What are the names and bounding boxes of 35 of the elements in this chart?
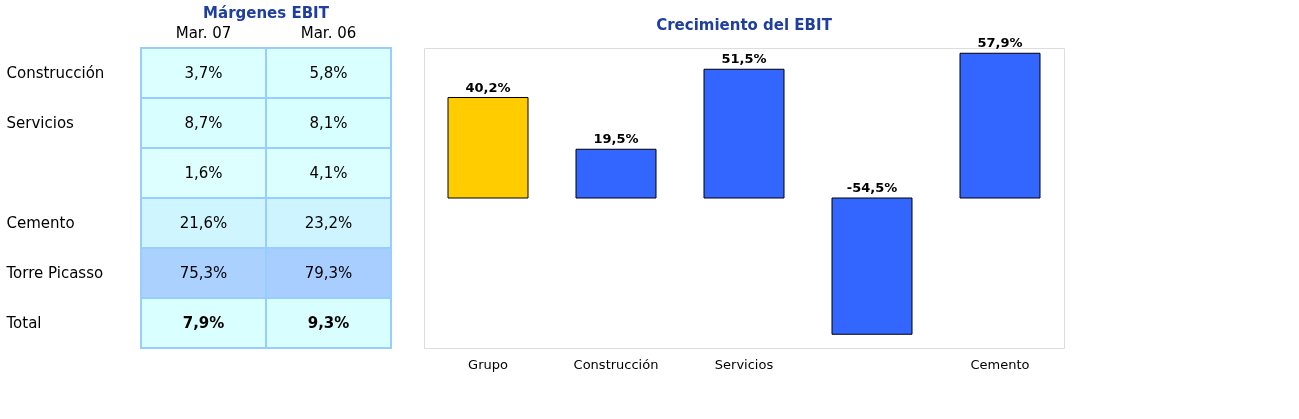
- data-label: 5,8%: [309, 64, 348, 82]
- data-label: 19,5%: [593, 131, 639, 147]
- data-label: 57,9%: [977, 35, 1023, 51]
- data-label: -54,5%: [846, 180, 898, 195]
- x-tick-label: Mar. 06: [300, 23, 357, 42]
- y-tick-label: Cemento: [6, 214, 75, 232]
- bar: [447, 97, 529, 199]
- data-label: 21,6%: [179, 214, 228, 232]
- y-tick-label: Torre Picasso: [5, 264, 104, 282]
- x-tick-label: Servicios: [714, 356, 774, 372]
- y-tick-label: Total: [5, 314, 42, 332]
- x-tick-label: Cemento: [970, 356, 1030, 372]
- bar: [575, 148, 657, 199]
- data-label: 51,5%: [721, 51, 767, 67]
- x-tick-label: Grupo: [468, 356, 508, 372]
- data-label: 7,9%: [182, 314, 225, 332]
- chart-title: Crecimiento del EBIT: [656, 16, 833, 35]
- data-label: 40,2%: [465, 79, 511, 95]
- y-tick-label: Servicios: [6, 114, 75, 132]
- chart-title: Márgenes EBIT: [203, 4, 330, 22]
- data-label: 1,6%: [184, 164, 223, 182]
- x-tick-label: Construcción: [573, 356, 659, 372]
- data-label: 4,1%: [309, 164, 348, 182]
- x-tick-label: Mar. 07: [175, 23, 232, 42]
- data-label: 79,3%: [304, 264, 353, 282]
- data-label: 3,7%: [184, 64, 223, 82]
- data-label: 75,3%: [179, 264, 228, 282]
- bar: [959, 52, 1041, 199]
- bar: [831, 197, 913, 335]
- y-tick-label: Construcción: [6, 64, 105, 82]
- data-label: 8,1%: [309, 114, 348, 132]
- data-label: 23,2%: [304, 214, 353, 232]
- bar: [703, 68, 785, 199]
- data-label: 8,7%: [184, 114, 223, 132]
- data-label: 9,3%: [307, 314, 350, 332]
